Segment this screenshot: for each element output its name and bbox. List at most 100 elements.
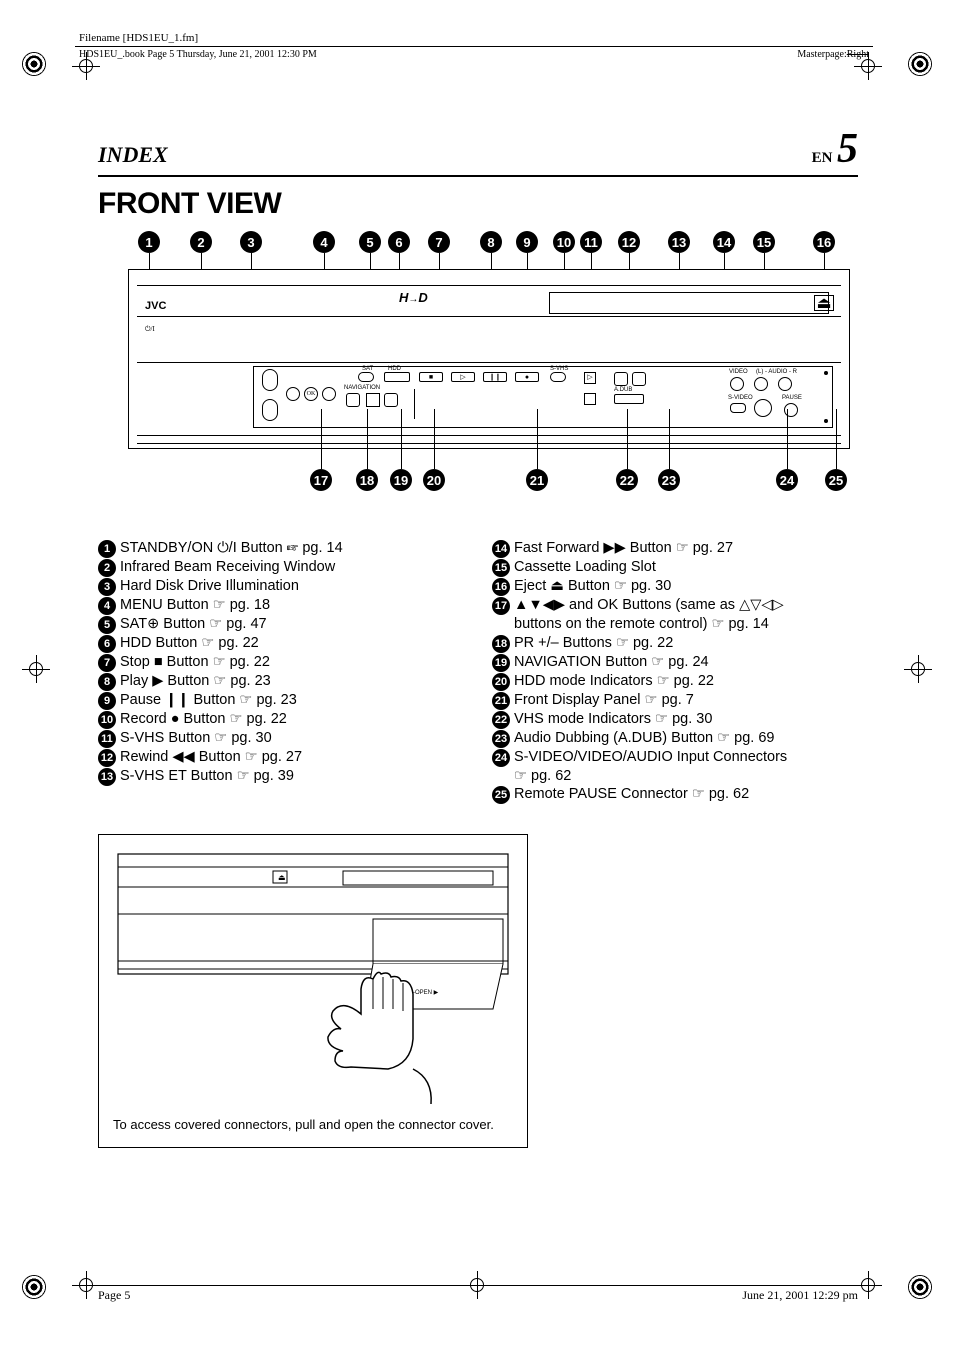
item-number: 15 bbox=[492, 559, 510, 577]
list-item: 7Stop ■ Button ☞ pg. 22 bbox=[98, 653, 464, 672]
device-illustration: JVC ⏻/I ⏏ H→D OK SAT HDD ■ bbox=[128, 269, 850, 449]
list-item: 18PR +/– Buttons ☞ pg. 22 bbox=[492, 634, 858, 653]
item-text: Stop ■ Button ☞ pg. 22 bbox=[120, 653, 464, 672]
item-number: 14 bbox=[492, 540, 510, 558]
footer-page: Page 5 bbox=[98, 1288, 130, 1303]
filename-line: Filename [HDS1EU_1.fm] bbox=[75, 30, 873, 47]
control-panel: OK SAT HDD ■ ▷ ❙❙ ● S-VHS NAVIGATION bbox=[253, 366, 833, 428]
list-item: 11S-VHS Button ☞ pg. 30 bbox=[98, 729, 464, 748]
item-number: 4 bbox=[98, 597, 116, 615]
callout-22: 22 bbox=[616, 469, 638, 491]
top-callouts: 12345678910111213141516 bbox=[118, 231, 858, 259]
index-label: INDEX bbox=[98, 142, 168, 168]
item-number: 18 bbox=[492, 635, 510, 653]
list-item: 2Infrared Beam Receiving Window bbox=[98, 558, 464, 577]
callout-21: 21 bbox=[526, 469, 548, 491]
item-text: Record ● Button ☞ pg. 22 bbox=[120, 710, 464, 729]
right-column: 14Fast Forward ▶▶ Button ☞ pg. 2715Casse… bbox=[492, 539, 858, 804]
book-line: HDS1EU_.book Page 5 Thursday, June 21, 2… bbox=[79, 49, 317, 60]
crop-mark bbox=[904, 655, 932, 683]
callout-18: 18 bbox=[356, 469, 378, 491]
item-text: Pause ❙❙ Button ☞ pg. 23 bbox=[120, 691, 464, 710]
book-info: HDS1EU_.book Page 5 Thursday, June 21, 2… bbox=[75, 49, 873, 60]
cassette-slot bbox=[549, 292, 829, 314]
item-number: 7 bbox=[98, 654, 116, 672]
list-item: 14Fast Forward ▶▶ Button ☞ pg. 27 bbox=[492, 539, 858, 558]
callout-8: 8 bbox=[480, 231, 502, 253]
hdd-logo: H→D bbox=[399, 290, 428, 305]
item-text: Fast Forward ▶▶ Button ☞ pg. 27 bbox=[514, 539, 858, 558]
crop-mark bbox=[22, 52, 46, 76]
front-view-diagram: 12345678910111213141516 JVC ⏻/I ⏏ H→D OK bbox=[118, 231, 858, 521]
item-text: STANDBY/ON ⏻/I Button ☞ pg. 14 bbox=[120, 539, 464, 558]
callout-9: 9 bbox=[516, 231, 538, 253]
list-item: 19NAVIGATION Button ☞ pg. 24 bbox=[492, 653, 858, 672]
svg-text:⏏: ⏏ bbox=[278, 873, 286, 882]
item-number: 25 bbox=[492, 786, 510, 804]
item-number: 2 bbox=[98, 559, 116, 577]
item-text: MENU Button ☞ pg. 18 bbox=[120, 596, 464, 615]
ok-button: OK bbox=[304, 387, 318, 401]
list-item: 13S-VHS ET Button ☞ pg. 39 bbox=[98, 767, 464, 786]
crop-mark bbox=[908, 52, 932, 76]
item-number: 17 bbox=[492, 597, 510, 615]
list-item: buttons on the remote control) ☞ pg. 14 bbox=[514, 615, 858, 634]
item-number: 6 bbox=[98, 635, 116, 653]
item-text: Cassette Loading Slot bbox=[514, 558, 858, 577]
item-text: NAVIGATION Button ☞ pg. 24 bbox=[514, 653, 858, 672]
item-number: 9 bbox=[98, 692, 116, 710]
callout-1: 1 bbox=[138, 231, 160, 253]
connector-cover-illustration: ⏏ PULL-OPEN ▶ bbox=[113, 849, 513, 1109]
list-item: 17▲▼◀▶ and OK Buttons (same as △▽◁▷ bbox=[492, 596, 858, 615]
item-text: Rewind ◀◀ Button ☞ pg. 27 bbox=[120, 748, 464, 767]
bottom-callouts: 171819202122232425 bbox=[118, 469, 858, 497]
page-digit: 5 bbox=[837, 126, 858, 172]
list-item: ☞ pg. 62 bbox=[514, 767, 858, 786]
item-number: 22 bbox=[492, 711, 510, 729]
list-item: 25Remote PAUSE Connector ☞ pg. 62 bbox=[492, 785, 858, 804]
list-item: 24S-VIDEO/VIDEO/AUDIO Input Connectors bbox=[492, 748, 858, 767]
item-number: 5 bbox=[98, 616, 116, 634]
masterpage: Masterpage:Right bbox=[797, 49, 869, 60]
item-text: Infrared Beam Receiving Window bbox=[120, 558, 464, 577]
list-item: 15Cassette Loading Slot bbox=[492, 558, 858, 577]
item-text: Play ▶ Button ☞ pg. 23 bbox=[120, 672, 464, 691]
item-text: S-VHS Button ☞ pg. 30 bbox=[120, 729, 464, 748]
crop-mark bbox=[22, 655, 50, 683]
callout-2: 2 bbox=[190, 231, 212, 253]
footer-date: June 21, 2001 12:29 pm bbox=[742, 1288, 858, 1303]
list-item: 1STANDBY/ON ⏻/I Button ☞ pg. 14 bbox=[98, 539, 464, 558]
callout-12: 12 bbox=[618, 231, 640, 253]
item-text: ▲▼◀▶ and OK Buttons (same as △▽◁▷ bbox=[514, 596, 858, 615]
callout-3: 3 bbox=[240, 231, 262, 253]
callout-6: 6 bbox=[388, 231, 410, 253]
item-number: 8 bbox=[98, 673, 116, 691]
list-item: 22VHS mode Indicators ☞ pg. 30 bbox=[492, 710, 858, 729]
item-number: 10 bbox=[98, 711, 116, 729]
list-item: 3Hard Disk Drive Illumination bbox=[98, 577, 464, 596]
list-item: 21Front Display Panel ☞ pg. 7 bbox=[492, 691, 858, 710]
item-text: Front Display Panel ☞ pg. 7 bbox=[514, 691, 858, 710]
lang-code: EN bbox=[812, 150, 833, 166]
crop-cross bbox=[72, 1271, 100, 1299]
list-item: 5SAT⊕ Button ☞ pg. 47 bbox=[98, 615, 464, 634]
callout-25: 25 bbox=[825, 469, 847, 491]
page-number: EN 5 bbox=[812, 125, 858, 173]
item-text: HDD Button ☞ pg. 22 bbox=[120, 634, 464, 653]
footer: Page 5 June 21, 2001 12:29 pm bbox=[98, 1285, 858, 1303]
item-number: 11 bbox=[98, 730, 116, 748]
item-text: PR +/– Buttons ☞ pg. 22 bbox=[514, 634, 858, 653]
list-item: 12Rewind ◀◀ Button ☞ pg. 27 bbox=[98, 748, 464, 767]
callout-13: 13 bbox=[668, 231, 690, 253]
item-number: 23 bbox=[492, 730, 510, 748]
item-number: 13 bbox=[98, 768, 116, 786]
callout-7: 7 bbox=[428, 231, 450, 253]
list-item: 20HDD mode Indicators ☞ pg. 22 bbox=[492, 672, 858, 691]
list-item: 4MENU Button ☞ pg. 18 bbox=[98, 596, 464, 615]
item-number: 24 bbox=[492, 749, 510, 767]
list-item: 6HDD Button ☞ pg. 22 bbox=[98, 634, 464, 653]
callout-16: 16 bbox=[813, 231, 835, 253]
item-text: VHS mode Indicators ☞ pg. 30 bbox=[514, 710, 858, 729]
eject-icon: ⏏ bbox=[814, 295, 834, 311]
page-frame: Filename [HDS1EU_1.fm] HDS1EU_.book Page… bbox=[75, 30, 873, 64]
